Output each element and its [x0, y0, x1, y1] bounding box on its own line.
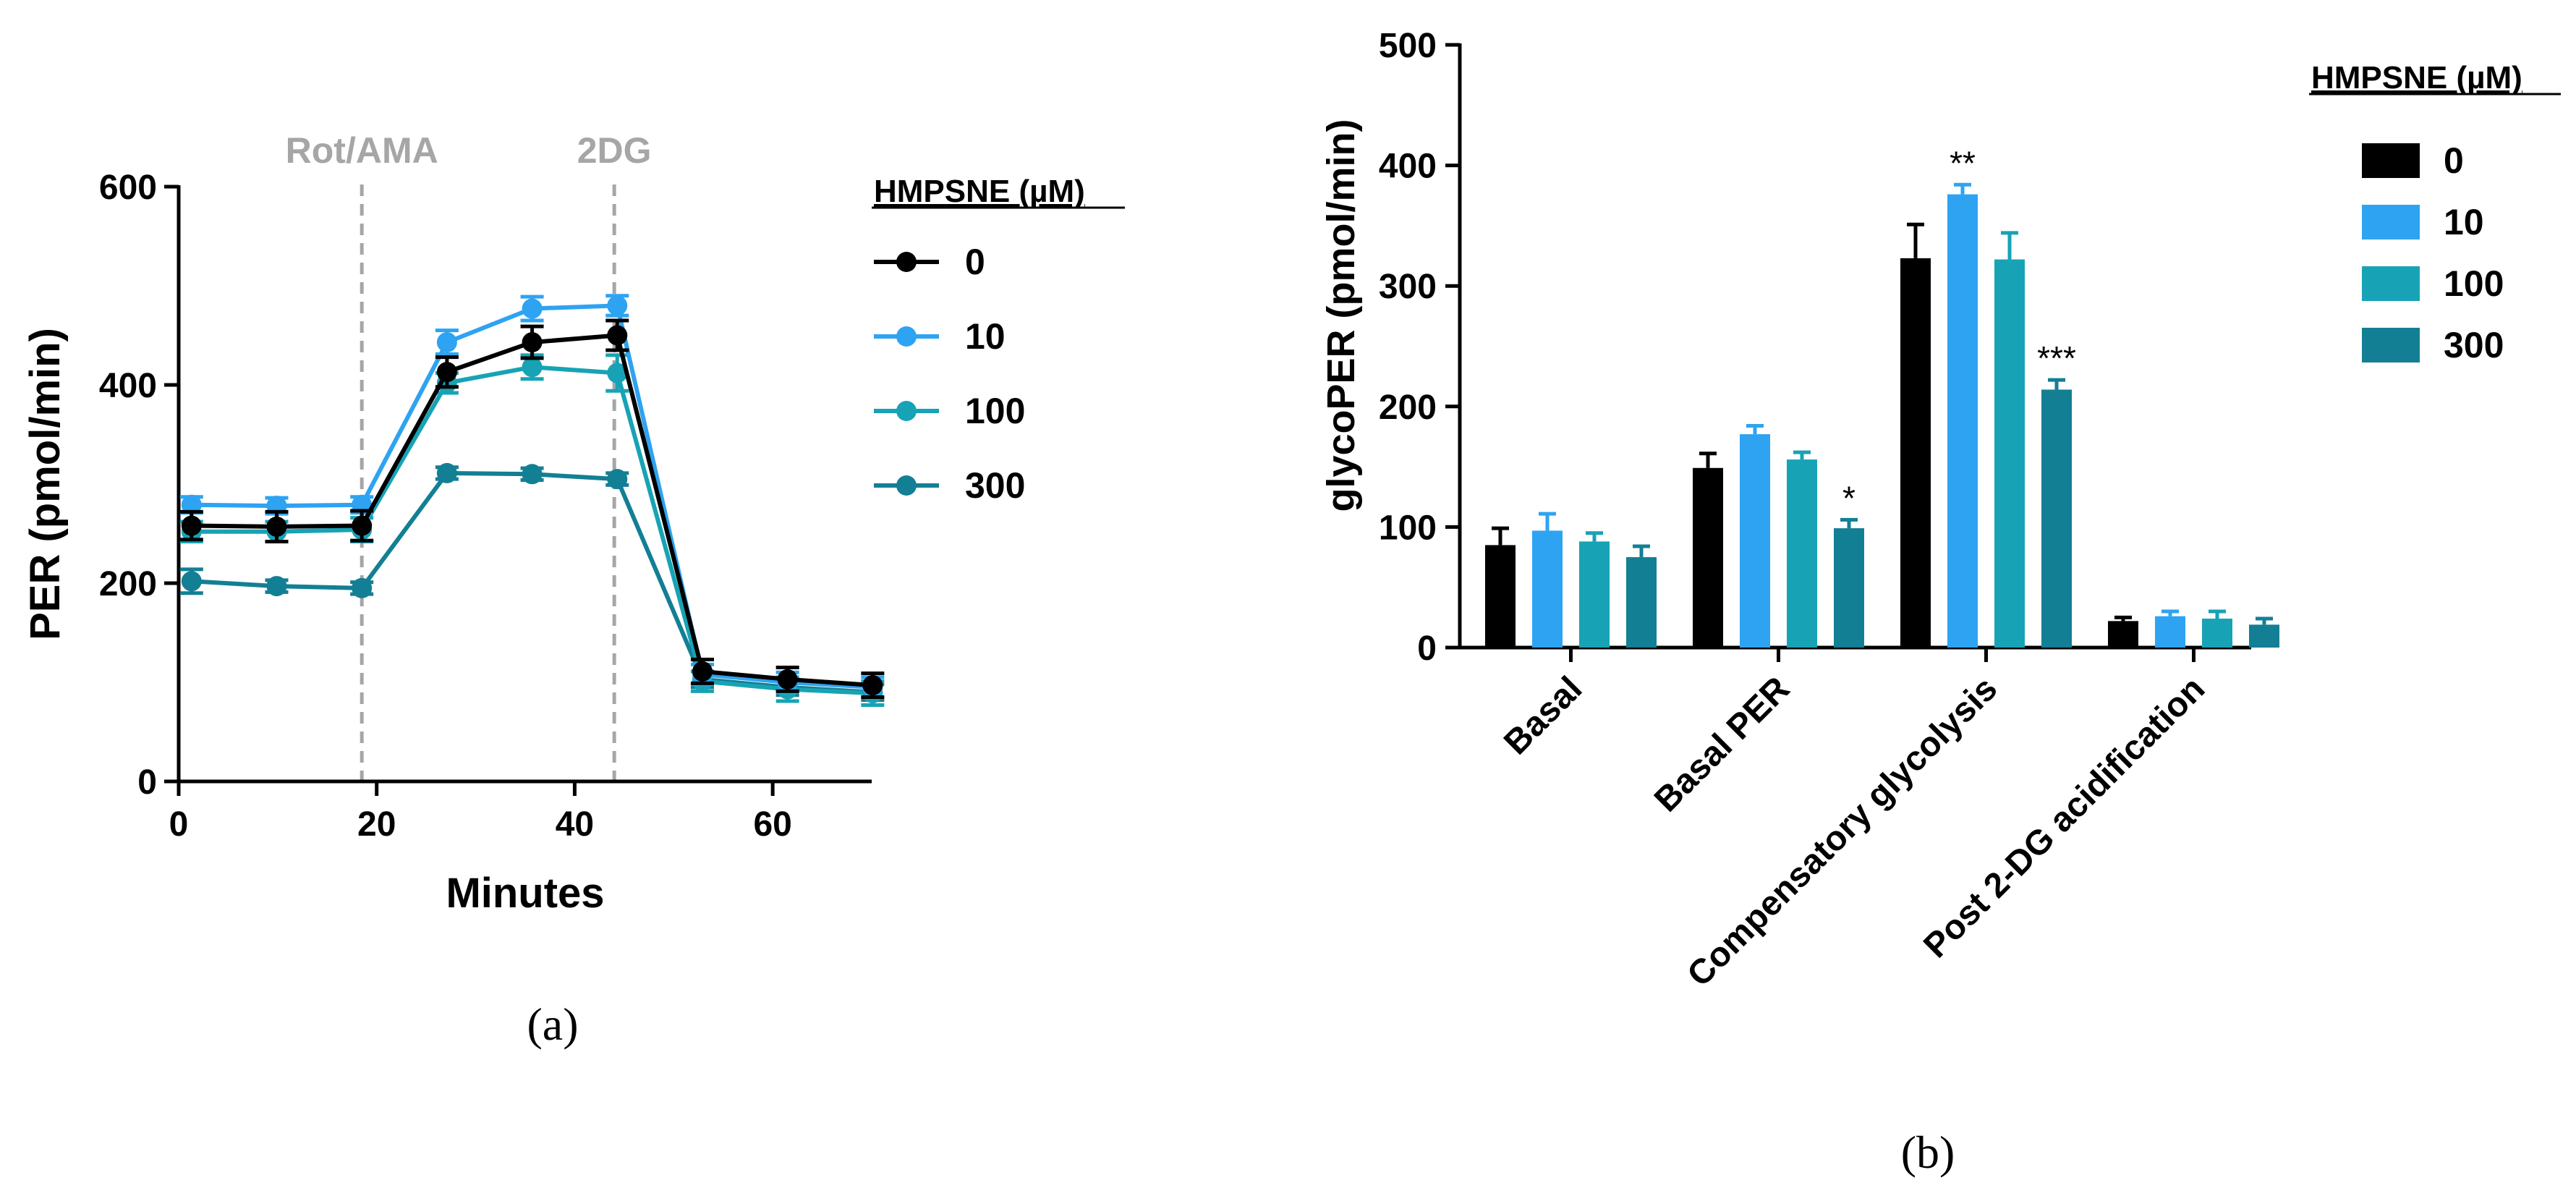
legend-swatch-marker	[896, 326, 917, 347]
data-point	[266, 576, 287, 597]
legend-swatch-marker	[896, 252, 917, 272]
category-label: Basal PER	[1647, 669, 1797, 819]
legend-label: 300	[965, 465, 1025, 506]
data-point	[607, 362, 628, 383]
legend-title: HMPSNE (µM)	[874, 174, 1085, 209]
series-line	[191, 365, 873, 696]
data-point	[352, 515, 373, 536]
y-tick-label: 100	[1379, 509, 1437, 547]
data-point	[266, 516, 287, 537]
bar	[2202, 619, 2232, 648]
bar	[1626, 557, 1657, 648]
bar	[1994, 259, 2025, 648]
legend-label: 10	[2444, 202, 2484, 242]
y-axis-label: PER (pmol/min)	[22, 328, 69, 640]
y-tick-label: 500	[1379, 27, 1437, 65]
y-tick-label: 300	[1379, 268, 1437, 306]
x-axis-label: Minutes	[446, 870, 604, 917]
bar	[2108, 621, 2138, 648]
y-tick-label: 200	[99, 565, 157, 603]
data-point	[607, 469, 628, 490]
legend-swatch	[2362, 266, 2420, 301]
legend-label: 100	[2444, 263, 2504, 304]
bar	[1834, 528, 1864, 648]
y-tick-label: 0	[137, 763, 157, 802]
series-100	[1579, 231, 2232, 648]
series-line	[191, 333, 873, 688]
series-300	[1626, 378, 2279, 648]
y-tick-label: 200	[1379, 389, 1437, 427]
data-point	[522, 357, 543, 378]
legend-label: 0	[2444, 140, 2464, 181]
legend-swatch-marker	[896, 401, 917, 421]
annotation-label: 2DG	[577, 130, 652, 171]
bar	[1579, 541, 1610, 648]
data-point	[352, 577, 373, 598]
series-10	[1532, 182, 2185, 648]
bar	[1900, 258, 1931, 648]
data-point	[522, 332, 543, 353]
panel-a: Rot/AMA 2DG 0 200 400 600 0 20 40 60 Minutes PER (p…	[22, 130, 1125, 1050]
legend-swatch	[2362, 328, 2420, 362]
data-point	[607, 325, 628, 346]
x-tick-label: 60	[753, 805, 791, 844]
bar	[1947, 194, 1978, 648]
y-tick-label: 400	[99, 367, 157, 405]
significance-marker: ***	[2037, 339, 2076, 377]
y-tick-label: 400	[1379, 148, 1437, 186]
x-tick-label: 20	[357, 805, 396, 844]
bar	[1693, 467, 1723, 648]
data-point	[181, 494, 202, 515]
legend-swatch	[2362, 205, 2420, 239]
x-tick-label: 0	[169, 805, 189, 844]
bar	[1485, 545, 1516, 648]
legend-title: HMPSNE (µM)	[2311, 60, 2522, 96]
significance-marker: *	[1842, 479, 1856, 517]
y-axis-label: glycoPER (pmol/min)	[1319, 119, 1363, 512]
legend-label: 100	[965, 391, 1025, 431]
data-point	[436, 332, 457, 353]
legend-swatch	[2362, 143, 2420, 178]
data-point	[522, 298, 543, 319]
bar	[2155, 616, 2185, 648]
series-0	[179, 318, 885, 700]
data-point	[436, 462, 457, 483]
legend-label: 0	[965, 242, 985, 282]
data-point	[436, 362, 457, 383]
legend-label: 10	[965, 316, 1006, 357]
panel-label: (a)	[527, 998, 578, 1050]
data-point	[777, 669, 798, 690]
data-point	[692, 661, 713, 682]
bar	[1532, 530, 1563, 648]
bar	[1787, 459, 1817, 648]
data-point	[862, 675, 883, 696]
bar	[2249, 624, 2279, 648]
x-tick-label: 40	[556, 805, 594, 844]
bar	[1740, 434, 1770, 648]
category-label: Basal	[1497, 669, 1589, 762]
data-point	[522, 464, 543, 485]
panel-label: (b)	[1901, 1127, 1955, 1178]
data-point	[181, 571, 202, 592]
annotation-label: Rot/AMA	[286, 130, 438, 171]
legend-label: 300	[2444, 325, 2504, 365]
legend-swatch-marker	[896, 475, 917, 496]
bar	[2041, 389, 2072, 648]
data-point	[607, 295, 628, 316]
y-tick-label: 600	[99, 169, 157, 207]
y-tick-label: 0	[1417, 629, 1437, 668]
data-point	[181, 515, 202, 536]
series-0	[1485, 222, 2138, 648]
significance-marker: **	[1950, 144, 1976, 182]
